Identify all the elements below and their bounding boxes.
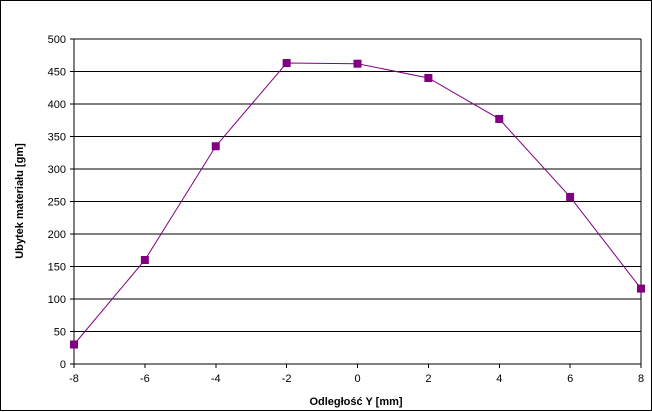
data-point bbox=[424, 74, 433, 82]
x-tick-label: 4 bbox=[496, 373, 502, 385]
y-tick-label: 450 bbox=[48, 67, 66, 79]
y-tick-label: 400 bbox=[48, 99, 66, 111]
y-tick-label: 500 bbox=[48, 34, 66, 46]
y-tick-label: 200 bbox=[48, 229, 66, 241]
y-tick-label: 100 bbox=[48, 294, 66, 306]
x-tick-label: 6 bbox=[567, 373, 573, 385]
x-tick-label: 8 bbox=[638, 373, 644, 385]
y-tick-label: 250 bbox=[48, 197, 66, 209]
y-tick-label: 0 bbox=[60, 359, 66, 371]
tick-labels: 0 50 100 150 200 250 300 350 400 450 500 -8 -6 -4 -2 0 2… bbox=[48, 34, 644, 385]
x-tick-label: -4 bbox=[211, 373, 221, 385]
data-point bbox=[70, 340, 78, 349]
y-axis-label: Ubytek materiału [gm] bbox=[14, 143, 26, 259]
axes bbox=[70, 38, 642, 368]
data-point bbox=[566, 192, 575, 201]
y-tick-label: 350 bbox=[48, 132, 66, 144]
y-tick-label: 300 bbox=[48, 164, 66, 176]
x-tick-label: 2 bbox=[425, 373, 431, 385]
data-point bbox=[282, 59, 291, 68]
x-axis-label: Odległość Y [mm] bbox=[309, 396, 402, 408]
series-line bbox=[73, 62, 642, 345]
grid-lines bbox=[74, 38, 641, 332]
series bbox=[70, 59, 645, 349]
data-point bbox=[353, 59, 362, 68]
x-tick-label: -6 bbox=[140, 373, 150, 385]
data-point bbox=[637, 284, 645, 293]
y-tick-label: 150 bbox=[48, 262, 66, 274]
y-tick-label: 50 bbox=[54, 327, 66, 339]
data-point bbox=[211, 142, 220, 151]
data-point bbox=[140, 256, 149, 264]
x-tick-label: 0 bbox=[354, 373, 360, 385]
x-tick-label: -2 bbox=[282, 373, 292, 385]
data-point bbox=[495, 114, 504, 123]
x-tick-label: -8 bbox=[69, 373, 79, 385]
